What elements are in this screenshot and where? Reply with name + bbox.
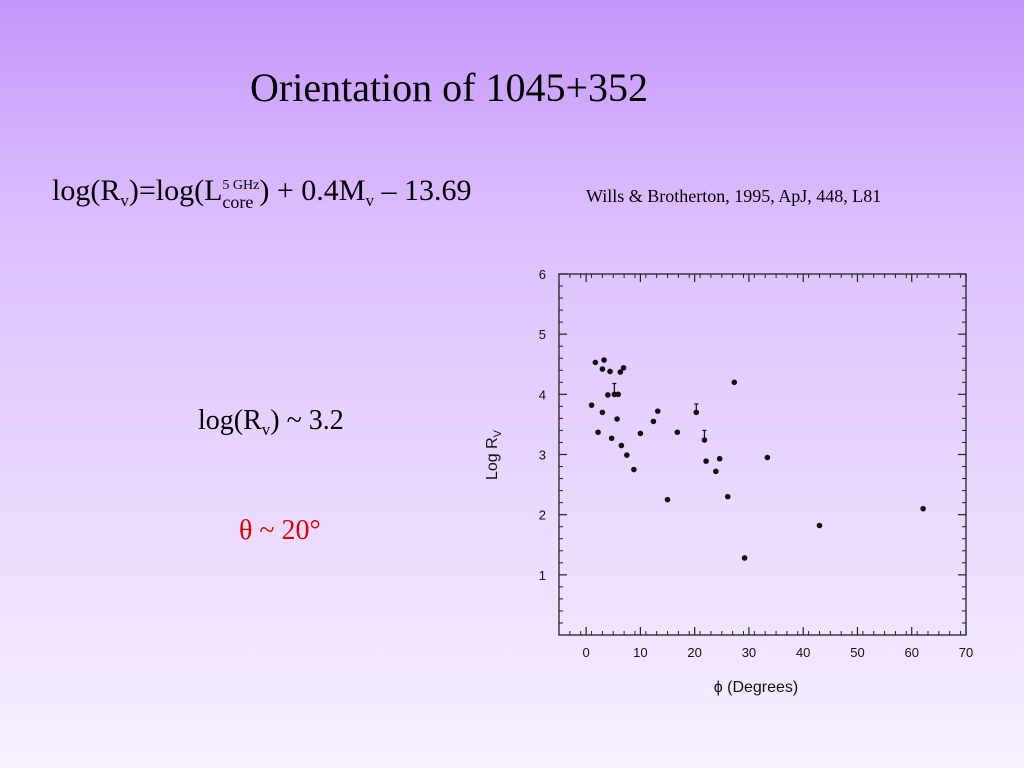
result-part-1: log(R [198, 405, 262, 436]
result-part-2: ) ~ 3.2 [270, 405, 344, 436]
data-point [617, 369, 624, 375]
data-point [620, 365, 627, 371]
data-point [713, 468, 719, 475]
viewing-angle-result: θ ~ 20° [239, 515, 321, 546]
data-point [664, 496, 671, 503]
data-point [693, 409, 700, 416]
data-point [618, 442, 625, 449]
data-point [608, 435, 615, 442]
data-point [703, 458, 709, 464]
data-point [599, 409, 606, 416]
formula-subscript-v-2: v [365, 191, 374, 210]
x-tick-label: 20 [687, 645, 701, 660]
data-point [614, 416, 620, 422]
x-tick-label: 60 [904, 645, 918, 660]
data-point [595, 429, 601, 436]
formula-luminosity-indices: 5 GHz core [222, 178, 260, 212]
radio-dominance-formula: log(Rv)=log(L 5 GHz core) + 0.4Mv – 13.69 [52, 174, 471, 211]
data-point [741, 555, 748, 561]
y-tick-label: 4 [539, 387, 546, 402]
x-tick-label: 40 [796, 645, 810, 660]
formula-subscript-core: core [222, 192, 254, 212]
data-point [624, 452, 630, 458]
data-point [631, 466, 637, 473]
x-axis-label: ϕ (Degrees) [714, 679, 799, 696]
x-tick-label: 0 [583, 645, 590, 660]
data-point [615, 391, 621, 398]
y-tick-label: 3 [539, 448, 546, 463]
data-point [588, 402, 595, 408]
y-tick-label: 5 [539, 327, 546, 342]
data-point [599, 366, 606, 372]
result-subscript-v: v [261, 420, 271, 439]
y-tick-label: 6 [539, 267, 546, 282]
y-axis-label-main: Log R [484, 437, 501, 480]
data-point [605, 392, 611, 398]
data-point [764, 454, 771, 461]
data-point [724, 493, 731, 500]
axis-ticks: 0 10 20 30 40 50 60 70 1 2 3 4 5 6 [539, 267, 973, 660]
data-point [731, 379, 738, 386]
data-point [816, 522, 823, 529]
x-tick-label: 50 [850, 645, 864, 660]
data-point [637, 430, 644, 437]
formula-part-4: – 13.69 [373, 174, 472, 207]
data-point [654, 408, 661, 414]
data-point [601, 357, 607, 363]
data-point [716, 455, 723, 462]
citation: Wills & Brotherton, 1995, ApJ, 448, L81 [586, 186, 882, 206]
formula-part-2: )=log(L [128, 174, 223, 207]
y-tick-label: 2 [539, 508, 546, 523]
x-tick-label: 10 [633, 645, 647, 660]
formula-superscript-frequency: 5 GHz [222, 178, 260, 193]
scatter-chart: 0 10 20 30 40 50 60 70 1 2 3 4 5 6 ϕ (Degrees) Log RV [484, 267, 973, 696]
y-axis-label: Log RV [484, 429, 504, 480]
formula-part-3: ) + 0.4M [259, 174, 366, 207]
data-point [674, 429, 681, 436]
formula-part-1: log(R [52, 174, 121, 207]
x-tick-label: 70 [959, 645, 973, 660]
data-point [650, 418, 657, 425]
data-point [701, 437, 708, 443]
x-tick-label: 30 [742, 645, 756, 660]
data-point [607, 368, 613, 375]
data-point [920, 505, 926, 512]
slide-title: Orientation of 1045+352 [250, 65, 649, 110]
data-point [592, 359, 599, 366]
log-rv-result: log(Rv) ~ 3.2 [198, 405, 344, 440]
formula-subscript-v: v [120, 191, 129, 210]
y-tick-label: 1 [539, 568, 546, 583]
plot-frame [558, 273, 967, 636]
data-points [588, 357, 926, 561]
y-axis-label-subscript: V [492, 429, 504, 437]
